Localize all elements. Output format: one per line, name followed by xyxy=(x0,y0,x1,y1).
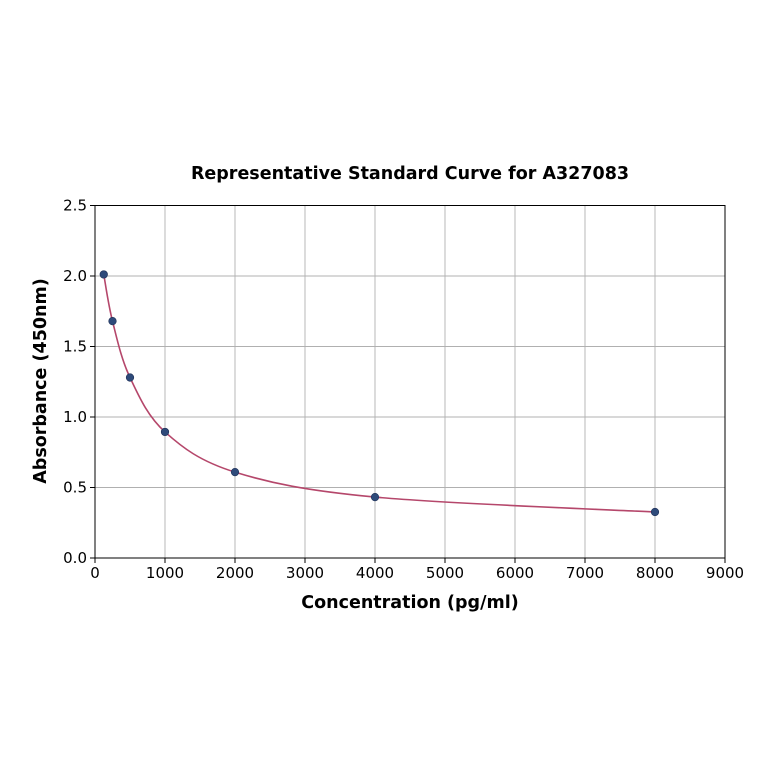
data-point xyxy=(108,317,117,326)
x-tick-label: 3000 xyxy=(286,564,324,582)
data-point xyxy=(99,270,108,279)
y-tick-label: 0.5 xyxy=(63,479,87,497)
y-tick-label: 0.0 xyxy=(63,549,87,567)
data-point xyxy=(125,373,135,382)
x-tick-label: 2000 xyxy=(216,564,254,582)
x-axis-label: Concentration (pg/ml) xyxy=(301,593,518,613)
x-ticks: 0 1000 2000 3000 4000 5000 6000 7000 8000 9000 xyxy=(90,558,744,582)
x-tick-label: 1000 xyxy=(146,564,184,582)
x-tick-label: 7000 xyxy=(566,564,604,582)
x-tick-label: 4000 xyxy=(356,564,394,582)
x-tick-label: 8000 xyxy=(636,564,674,582)
x-tick-label: 6000 xyxy=(496,564,534,582)
data-point xyxy=(230,468,240,477)
data-point xyxy=(370,492,380,502)
y-tick-label: 1.0 xyxy=(63,408,87,426)
plot-frame xyxy=(94,205,726,559)
fit-curve xyxy=(102,274,656,513)
x-tick-label: 5000 xyxy=(426,564,464,582)
data-point xyxy=(160,427,170,437)
x-tick-label: 0 xyxy=(90,564,100,582)
data-points xyxy=(99,270,660,517)
x-tick-label: 9000 xyxy=(706,564,744,582)
y-tick-label: 2.5 xyxy=(63,197,87,215)
y-axis-label: Absorbance (450nm) xyxy=(31,278,51,484)
y-ticks: 0.0 0.5 1.0 1.5 2.0 2.5 xyxy=(63,197,95,567)
data-point xyxy=(650,507,660,517)
chart-title: Representative Standard Curve for A32708… xyxy=(191,164,629,184)
y-tick-label: 2.0 xyxy=(63,267,87,285)
y-tick-label: 1.5 xyxy=(63,338,87,356)
grid xyxy=(94,205,726,559)
